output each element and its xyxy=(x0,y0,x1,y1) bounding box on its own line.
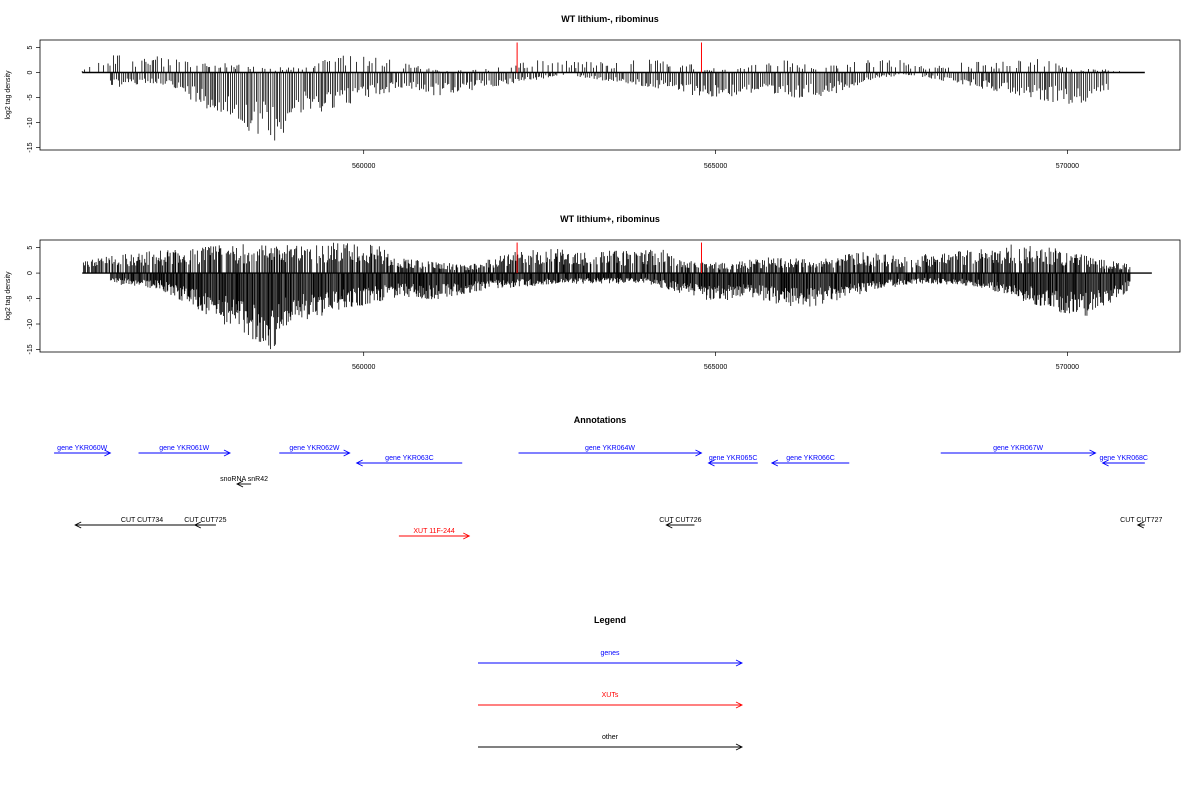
feature-arrowhead xyxy=(355,459,363,467)
feature-arrowhead xyxy=(193,521,202,529)
y-axis-label: log2 tag density xyxy=(5,271,12,321)
y-tick-label: -5 xyxy=(27,94,34,100)
y-tick-label: 0 xyxy=(27,271,34,275)
feature-label: gene YKR061W xyxy=(159,445,209,452)
x-tick-label: 570000 xyxy=(1056,364,1079,371)
feature-label: CUT CUT734 xyxy=(121,517,163,524)
feature-arrowhead xyxy=(695,449,703,457)
feature-label: snoRNA snR42 xyxy=(220,476,268,483)
feature-label: gene YKR064W xyxy=(585,445,635,452)
legend-label: genes xyxy=(600,650,620,657)
feature-label: CUT CUT726 xyxy=(659,517,701,524)
feature-arrowhead xyxy=(1089,449,1097,457)
feature-arrowhead xyxy=(236,480,244,488)
y-axis-label: log2 tag density xyxy=(5,70,12,120)
y-tick-label: -15 xyxy=(27,142,34,152)
feature-arrowhead xyxy=(104,449,112,457)
legend-arrowhead xyxy=(735,701,744,709)
feature-arrowhead xyxy=(770,459,779,467)
feature-label: gene YKR062W xyxy=(289,445,339,452)
feature-label: CUT CUT725 xyxy=(184,517,226,524)
y-tick-label: 0 xyxy=(27,70,34,74)
feature-label: XUT 11F-244 xyxy=(413,528,454,535)
feature-label: CUT CUT727 xyxy=(1120,517,1162,524)
y-tick-label: -10 xyxy=(27,117,34,127)
legend-arrowhead xyxy=(735,743,744,751)
panel-title: WT lithium+, ribominus xyxy=(560,214,660,224)
feature-label: gene YKR060W xyxy=(57,445,107,452)
feature-arrowhead xyxy=(223,449,232,457)
x-tick-label: 560000 xyxy=(352,364,375,371)
feature-label: gene YKR063C xyxy=(385,455,434,462)
legend-label: XUTs xyxy=(602,692,619,699)
y-tick-label: 5 xyxy=(27,246,34,250)
feature-label: gene YKR065C xyxy=(709,455,758,462)
y-tick-label: 5 xyxy=(27,45,34,49)
y-tick-label: -10 xyxy=(27,319,34,329)
x-tick-label: 565000 xyxy=(704,364,727,371)
legend-label: other xyxy=(602,734,619,741)
x-tick-label: 570000 xyxy=(1056,163,1079,170)
panel-title: WT lithium-, ribominus xyxy=(561,14,659,24)
feature-arrowhead xyxy=(707,459,715,467)
x-tick-label: 565000 xyxy=(704,163,727,170)
x-tick-label: 560000 xyxy=(352,163,375,170)
feature-label: gene YKR068C xyxy=(1099,455,1148,462)
feature-label: gene YKR067W xyxy=(993,445,1043,452)
feature-arrowhead xyxy=(665,521,673,529)
legend-arrowhead xyxy=(735,659,744,667)
feature-arrowhead xyxy=(1101,459,1109,467)
plot-frame xyxy=(39,239,1181,353)
y-tick-label: -15 xyxy=(27,344,34,354)
plot-frame xyxy=(39,39,1181,151)
legend-title: Legend xyxy=(594,615,626,625)
feature-arrowhead xyxy=(343,449,351,457)
feature-arrowhead xyxy=(463,532,471,540)
feature-arrowhead xyxy=(74,521,82,529)
feature-arrowhead xyxy=(1136,521,1144,529)
y-tick-label: -5 xyxy=(27,295,34,301)
feature-label: gene YKR066C xyxy=(786,455,835,462)
annotations-title: Annotations xyxy=(574,415,627,425)
